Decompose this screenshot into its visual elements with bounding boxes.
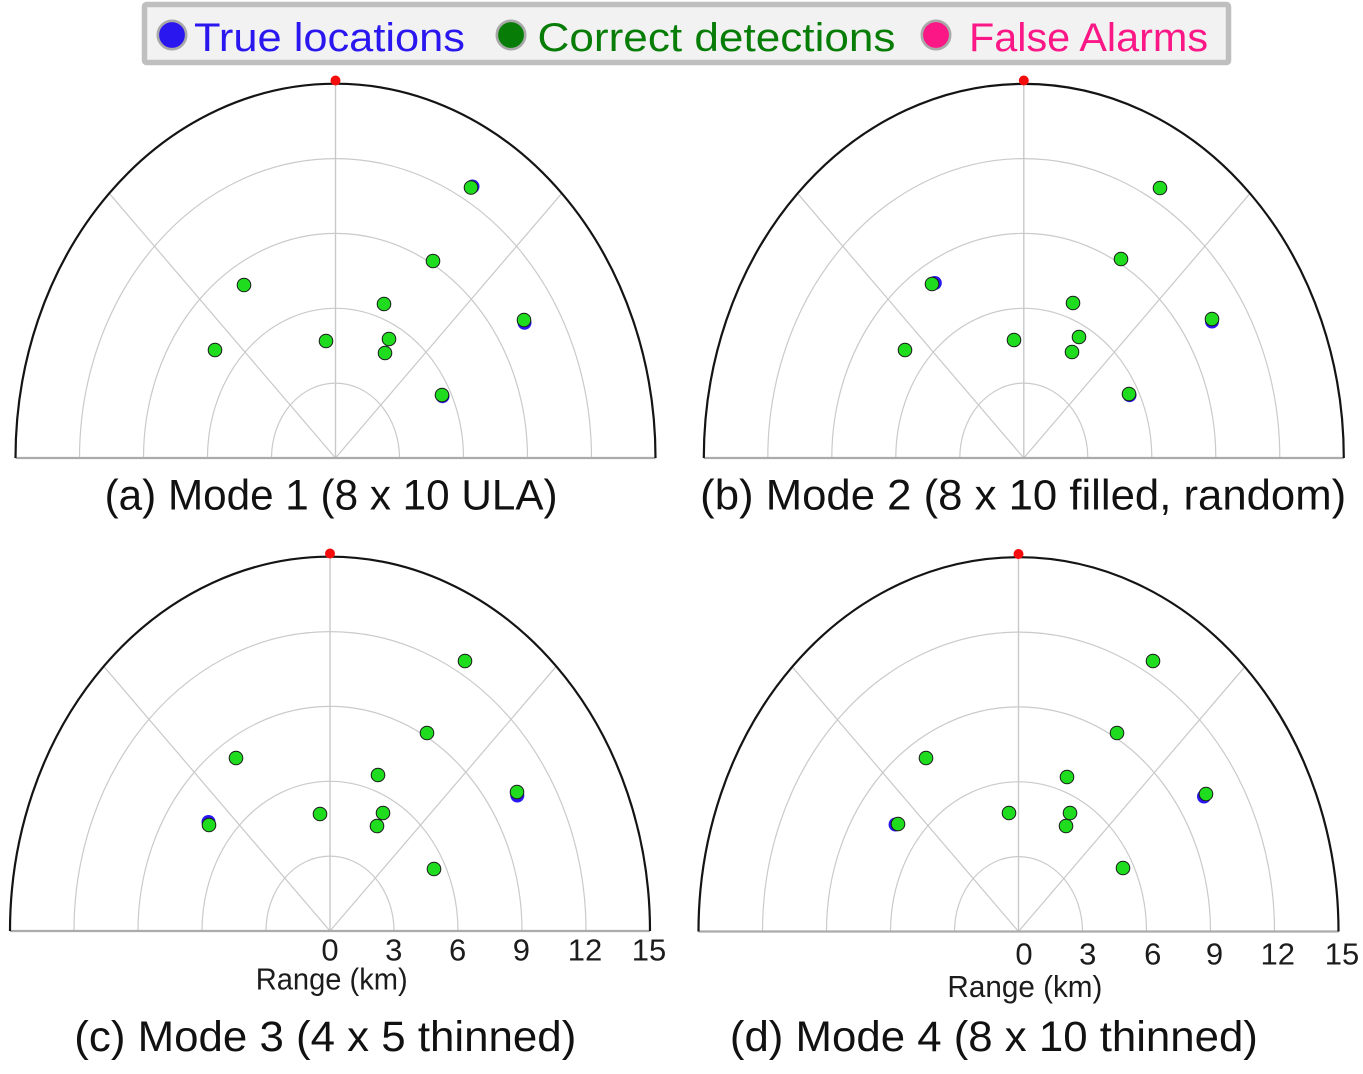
svg-text:Correct detections: Correct detections [538,16,896,60]
svg-text:True locations: True locations [194,16,465,60]
svg-text:Range (km): Range (km) [256,962,408,997]
svg-text:12: 12 [1261,937,1295,972]
svg-text:False Alarms: False Alarms [969,16,1208,60]
svg-text:0: 0 [1015,937,1032,972]
svg-text:3: 3 [1079,937,1096,972]
svg-text:(b) Mode 2 (8 x 10 filled, ran: (b) Mode 2 (8 x 10 filled, random) [700,472,1346,520]
svg-text:9: 9 [513,933,530,968]
svg-text:12: 12 [568,933,602,968]
svg-text:6: 6 [449,933,466,968]
svg-text:(d) Mode 4 (8 x 10 thinned): (d) Mode 4 (8 x 10 thinned) [730,1013,1258,1061]
svg-text:9: 9 [1206,937,1223,972]
svg-text:0: 0 [321,933,338,968]
svg-text:6: 6 [1144,937,1161,972]
svg-text:3: 3 [385,933,402,968]
svg-text:15: 15 [632,933,666,968]
svg-text:(a) Mode 1 (8 x 10 ULA): (a) Mode 1 (8 x 10 ULA) [105,472,558,520]
svg-text:Range (km): Range (km) [947,969,1102,1004]
svg-text:(c) Mode 3 (4 x 5 thinned): (c) Mode 3 (4 x 5 thinned) [74,1013,576,1061]
svg-text:15: 15 [1325,937,1359,972]
